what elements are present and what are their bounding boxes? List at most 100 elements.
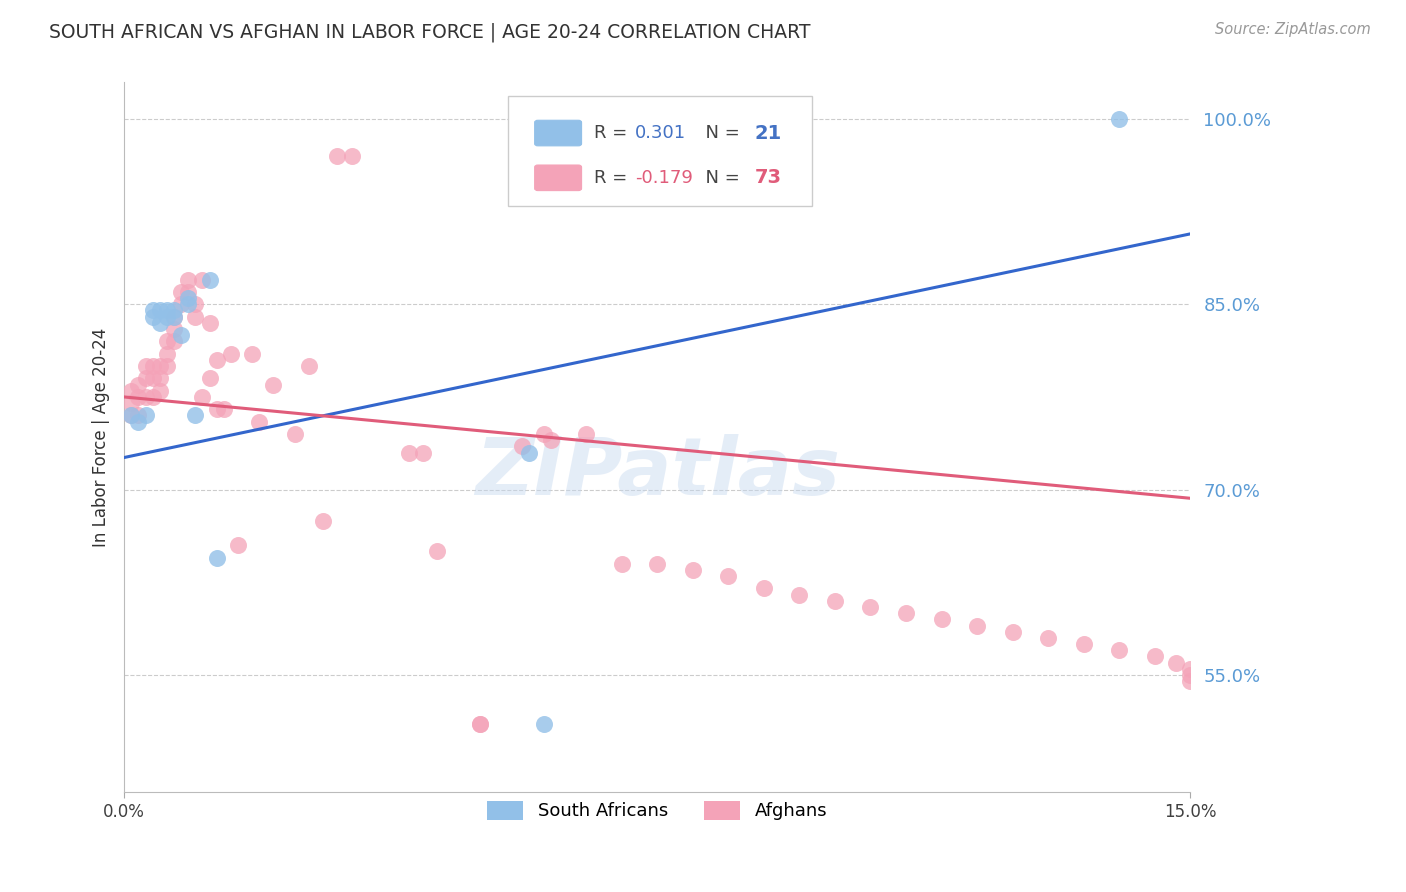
Point: [1180, 668, 1202, 682]
Point: [127, 415, 149, 429]
Point: [1073, 637, 1095, 651]
Point: [163, 310, 186, 324]
Point: [120, 409, 142, 423]
Point: [149, 371, 172, 385]
Point: [212, 402, 235, 417]
Point: [184, 297, 207, 311]
FancyBboxPatch shape: [508, 96, 811, 206]
Point: [298, 359, 321, 373]
Point: [156, 310, 179, 324]
Text: -0.179: -0.179: [636, 169, 693, 186]
Point: [142, 371, 165, 385]
Text: N =: N =: [693, 169, 745, 186]
Point: [517, 445, 540, 459]
Point: [533, 717, 555, 731]
Point: [205, 550, 228, 565]
Point: [340, 149, 363, 163]
Point: [398, 445, 420, 459]
Point: [894, 606, 917, 620]
Point: [142, 390, 165, 404]
Point: [191, 272, 214, 286]
Text: ZIPatlas: ZIPatlas: [475, 434, 839, 512]
Point: [149, 316, 172, 330]
Point: [163, 322, 186, 336]
Point: [247, 415, 270, 429]
Point: [127, 409, 149, 423]
Text: 21: 21: [754, 124, 782, 143]
Point: [120, 409, 142, 423]
Point: [610, 557, 633, 571]
Point: [135, 359, 157, 373]
Point: [575, 427, 598, 442]
FancyBboxPatch shape: [534, 120, 582, 145]
Point: [156, 359, 179, 373]
Point: [198, 316, 221, 330]
Point: [426, 544, 449, 558]
Point: [682, 563, 704, 577]
Point: [717, 569, 740, 583]
Y-axis label: In Labor Force | Age 20-24: In Labor Force | Age 20-24: [93, 327, 110, 547]
Point: [156, 303, 179, 318]
FancyBboxPatch shape: [534, 165, 582, 191]
Point: [177, 297, 200, 311]
Text: 0.301: 0.301: [636, 124, 686, 142]
Point: [170, 285, 193, 299]
Point: [184, 310, 207, 324]
Point: [142, 359, 165, 373]
Point: [789, 588, 811, 602]
Point: [198, 272, 221, 286]
Text: Source: ZipAtlas.com: Source: ZipAtlas.com: [1215, 22, 1371, 37]
Point: [177, 285, 200, 299]
Point: [533, 427, 555, 442]
Point: [184, 409, 207, 423]
Point: [859, 599, 882, 614]
Point: [163, 334, 186, 349]
Point: [240, 347, 263, 361]
Point: [703, 112, 725, 126]
Point: [412, 445, 434, 459]
Point: [135, 371, 157, 385]
Point: [752, 582, 775, 596]
Point: [149, 384, 172, 398]
Point: [135, 409, 157, 423]
Point: [312, 514, 335, 528]
Point: [191, 390, 214, 404]
Point: [149, 359, 172, 373]
Point: [120, 384, 142, 398]
Text: SOUTH AFRICAN VS AFGHAN IN LABOR FORCE | AGE 20-24 CORRELATION CHART: SOUTH AFRICAN VS AFGHAN IN LABOR FORCE |…: [49, 22, 811, 42]
Point: [127, 377, 149, 392]
Point: [135, 390, 157, 404]
Point: [931, 612, 953, 626]
Point: [824, 594, 846, 608]
Point: [1036, 631, 1059, 645]
Point: [540, 433, 562, 447]
Point: [198, 371, 221, 385]
Point: [120, 396, 142, 410]
Point: [156, 347, 179, 361]
Point: [149, 303, 172, 318]
Point: [205, 402, 228, 417]
Point: [170, 328, 193, 343]
Point: [1143, 649, 1166, 664]
Text: 73: 73: [754, 169, 782, 187]
Point: [226, 538, 249, 552]
Point: [326, 149, 349, 163]
Point: [177, 272, 200, 286]
Point: [468, 717, 491, 731]
Point: [510, 439, 533, 453]
Point: [163, 310, 186, 324]
Point: [142, 310, 165, 324]
Point: [170, 297, 193, 311]
Point: [1180, 662, 1202, 676]
Point: [645, 557, 668, 571]
Point: [1180, 674, 1202, 689]
Point: [1108, 643, 1130, 657]
Point: [966, 618, 988, 632]
Point: [468, 717, 491, 731]
Point: [1164, 656, 1187, 670]
Point: [219, 347, 242, 361]
Point: [163, 303, 186, 318]
Text: N =: N =: [693, 124, 745, 142]
Point: [205, 352, 228, 367]
Text: R =: R =: [595, 169, 633, 186]
